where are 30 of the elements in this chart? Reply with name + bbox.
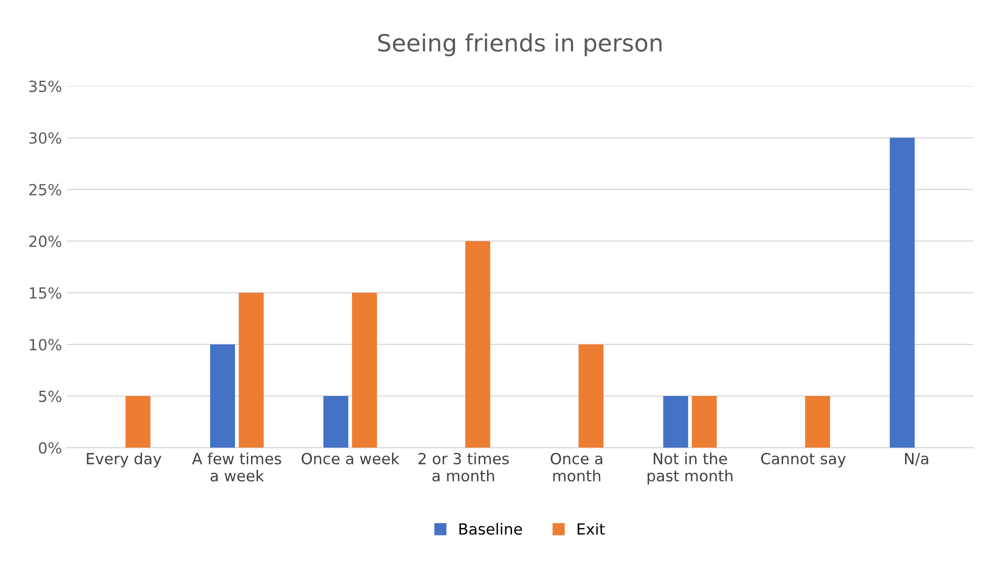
x-tick-label: Once a week xyxy=(302,452,400,464)
bar xyxy=(663,396,688,448)
bar xyxy=(805,396,830,448)
chart-title: Seeing friends in person xyxy=(378,33,662,56)
x-tick-label: N/a xyxy=(905,453,928,466)
y-tick-label: 25% xyxy=(29,184,62,196)
bar xyxy=(352,292,377,448)
y-tick-label: 10% xyxy=(30,338,62,350)
x-tick-label: A few times a week xyxy=(192,452,282,482)
y-tick-label: 15% xyxy=(30,287,62,299)
legend-label: Baseline xyxy=(459,522,522,535)
x-tick-label: Cannot say xyxy=(761,452,846,468)
x-tick-label: 2 or 3 times a month xyxy=(418,452,509,482)
bar xyxy=(465,241,490,448)
x-tick-label: Not in the past month xyxy=(648,452,732,484)
legend-label: Exit xyxy=(578,522,605,535)
y-tick-label: 30% xyxy=(29,132,62,144)
bar xyxy=(890,138,915,448)
x-tick-label: Every day xyxy=(86,452,162,468)
y-tick-label: 20% xyxy=(29,236,62,248)
y-tick-label: 0% xyxy=(38,442,62,454)
bar xyxy=(323,396,348,448)
bar xyxy=(210,344,236,448)
bar xyxy=(692,396,717,448)
y-tick-label: 35% xyxy=(29,80,62,92)
bar xyxy=(238,292,264,448)
bar xyxy=(578,344,604,448)
bar xyxy=(125,396,150,448)
y-tick-label: 5% xyxy=(39,390,62,402)
x-tick-label: Once a month xyxy=(550,452,602,482)
